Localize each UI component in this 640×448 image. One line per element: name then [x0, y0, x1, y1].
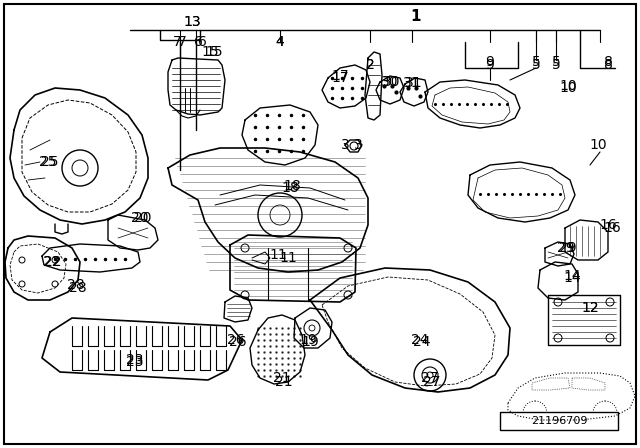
Text: 9: 9: [486, 55, 495, 69]
Text: 14: 14: [563, 271, 581, 285]
Text: 26: 26: [229, 335, 247, 349]
Text: 31: 31: [403, 76, 421, 90]
Text: 16: 16: [599, 218, 617, 232]
Text: 24: 24: [413, 335, 431, 349]
Text: 20: 20: [131, 211, 148, 225]
Text: 5: 5: [552, 55, 561, 69]
Text: 29: 29: [557, 241, 575, 255]
Text: 23: 23: [126, 353, 144, 367]
Text: 20: 20: [134, 211, 152, 225]
Text: 10: 10: [559, 79, 577, 93]
Text: 4: 4: [276, 35, 284, 49]
Text: 30: 30: [383, 75, 401, 89]
Text: 10: 10: [559, 81, 577, 95]
Text: 19: 19: [301, 335, 319, 349]
Text: 15: 15: [201, 45, 219, 59]
Text: 6: 6: [198, 35, 207, 49]
Text: 19: 19: [299, 333, 317, 347]
Text: 27: 27: [423, 375, 441, 389]
Text: 31: 31: [405, 76, 423, 90]
Text: 5: 5: [552, 58, 561, 72]
Text: 15: 15: [205, 45, 223, 59]
Text: 3: 3: [340, 138, 349, 152]
Text: 28: 28: [69, 281, 87, 295]
Text: 29: 29: [559, 241, 577, 255]
Text: 21: 21: [273, 371, 291, 385]
Text: 1: 1: [411, 9, 421, 23]
Text: 17: 17: [331, 69, 349, 83]
Text: 14: 14: [563, 269, 581, 283]
Text: 17: 17: [331, 71, 349, 85]
Text: 1: 1: [412, 9, 420, 23]
Text: 8: 8: [604, 55, 612, 69]
Text: 18: 18: [281, 181, 299, 195]
Text: 11: 11: [269, 248, 287, 262]
Text: 13: 13: [183, 15, 201, 29]
Text: 11: 11: [279, 251, 297, 265]
Text: 26: 26: [227, 333, 245, 347]
Text: 2: 2: [365, 58, 374, 72]
Text: 12: 12: [581, 301, 599, 315]
Text: 7: 7: [178, 35, 186, 49]
Text: 9: 9: [486, 58, 495, 72]
Text: 2: 2: [365, 58, 374, 72]
Text: 21: 21: [275, 375, 293, 389]
Bar: [500, 412, 618, 430]
Text: 25: 25: [39, 155, 57, 169]
Text: 21196709: 21196709: [531, 416, 588, 426]
Text: 7: 7: [173, 35, 182, 49]
Text: 5: 5: [532, 55, 540, 69]
Text: 13: 13: [183, 15, 201, 29]
Text: 3: 3: [354, 138, 362, 152]
Text: 27: 27: [421, 371, 439, 385]
Text: 6: 6: [193, 35, 202, 49]
Text: 16: 16: [603, 221, 621, 235]
Text: 22: 22: [44, 255, 61, 269]
Text: 18: 18: [283, 179, 301, 193]
Text: 22: 22: [44, 255, 61, 269]
Text: 8: 8: [604, 58, 612, 72]
Text: 28: 28: [67, 278, 85, 292]
Text: 25: 25: [41, 155, 59, 169]
Text: 4: 4: [276, 35, 284, 49]
Text: 5: 5: [532, 58, 540, 72]
Text: 24: 24: [412, 333, 429, 347]
Text: 12: 12: [581, 301, 599, 315]
Text: 10: 10: [589, 138, 607, 152]
Text: 30: 30: [381, 75, 399, 89]
Text: 23: 23: [126, 355, 144, 369]
